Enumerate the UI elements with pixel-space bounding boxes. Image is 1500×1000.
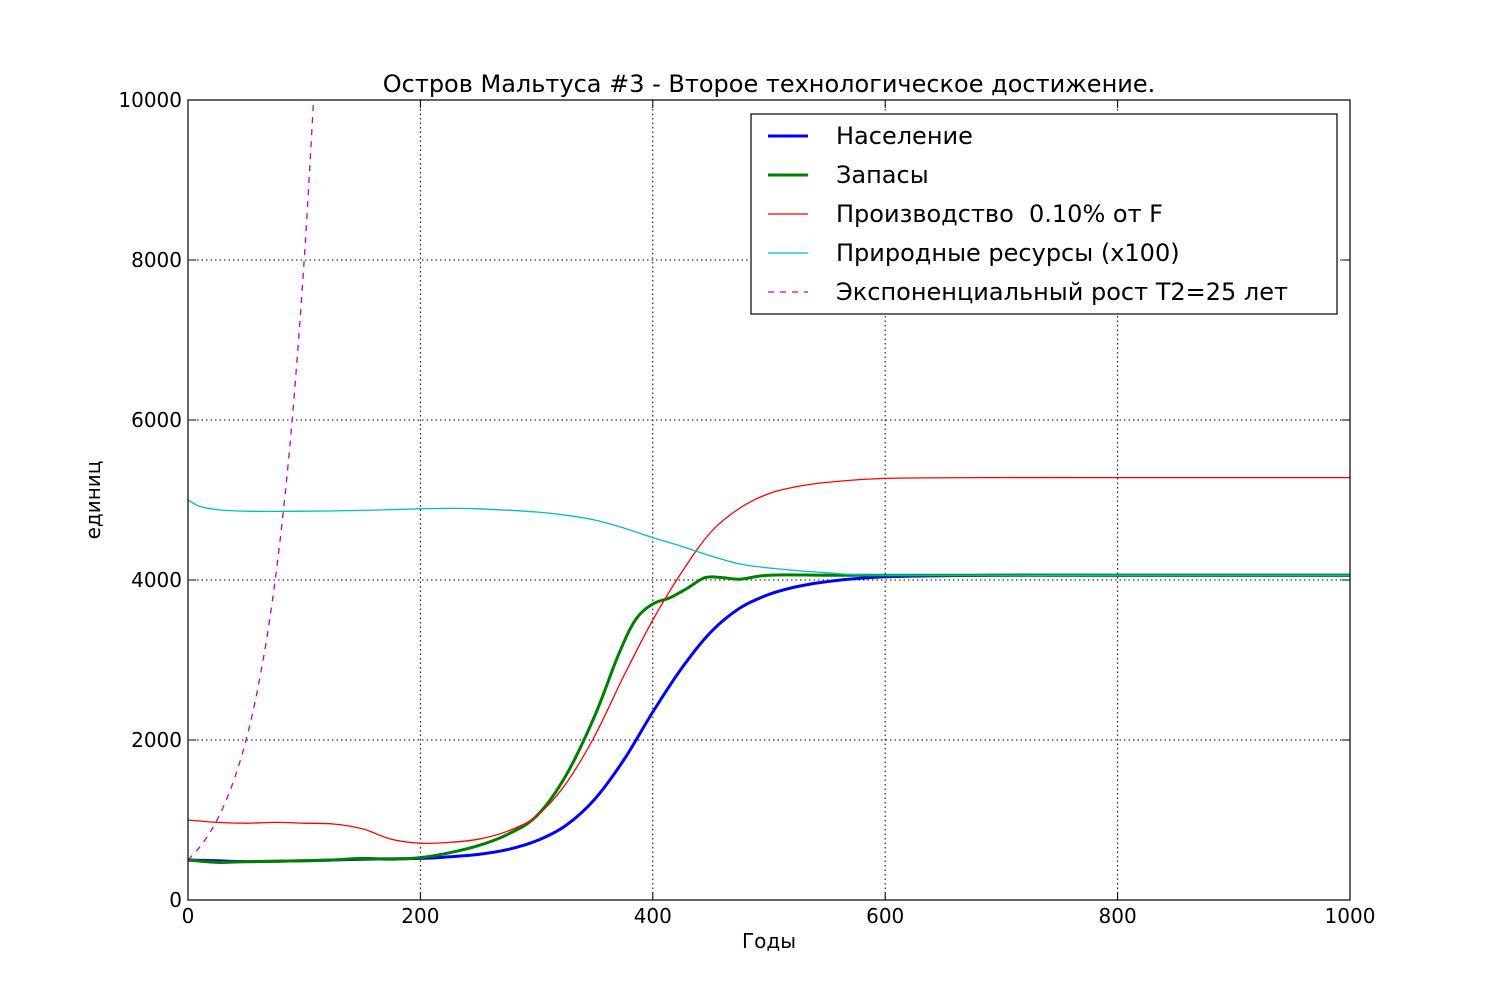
y-tick-label: 4000 xyxy=(131,568,182,592)
legend-label-3: Природные ресурсы (x100) xyxy=(836,239,1180,267)
legend-label-1: Запасы xyxy=(836,161,929,189)
y-tick-label: 6000 xyxy=(131,408,182,432)
y-tick-label: 8000 xyxy=(131,248,182,272)
plot-area xyxy=(188,101,1350,864)
series-line-4 xyxy=(188,101,315,861)
chart-title: Остров Мальтуса #3 - Второе технологичес… xyxy=(383,70,1156,98)
legend-box xyxy=(750,113,1338,315)
legend-label-4: Экспоненциальный рост T2=25 лет xyxy=(836,278,1288,306)
x-tick-label: 1000 xyxy=(1325,904,1376,928)
series-line-3 xyxy=(188,499,1350,577)
y-tick-label: 2000 xyxy=(131,728,182,752)
x-tick-label: 800 xyxy=(1099,904,1137,928)
x-axis-title: Годы xyxy=(742,929,796,953)
y-tick-label: 0 xyxy=(169,888,182,912)
plot-frame xyxy=(187,99,1351,901)
legend-label-0: Население xyxy=(836,122,973,150)
legend: Население Запасы Производство 0.10% от F Пр… xyxy=(750,113,1338,315)
x-tick-label: 600 xyxy=(866,904,904,928)
legend-label-2: Производство 0.10% от F xyxy=(836,200,1163,228)
x-tick-label: 0 xyxy=(182,904,195,928)
x-tick-label: 400 xyxy=(634,904,672,928)
y-tick-label: 10000 xyxy=(118,88,182,112)
series-line-2 xyxy=(188,476,1350,845)
grid-lines xyxy=(188,100,1350,900)
x-tick-label: 200 xyxy=(401,904,439,928)
y-axis-title: единиц xyxy=(81,461,105,540)
